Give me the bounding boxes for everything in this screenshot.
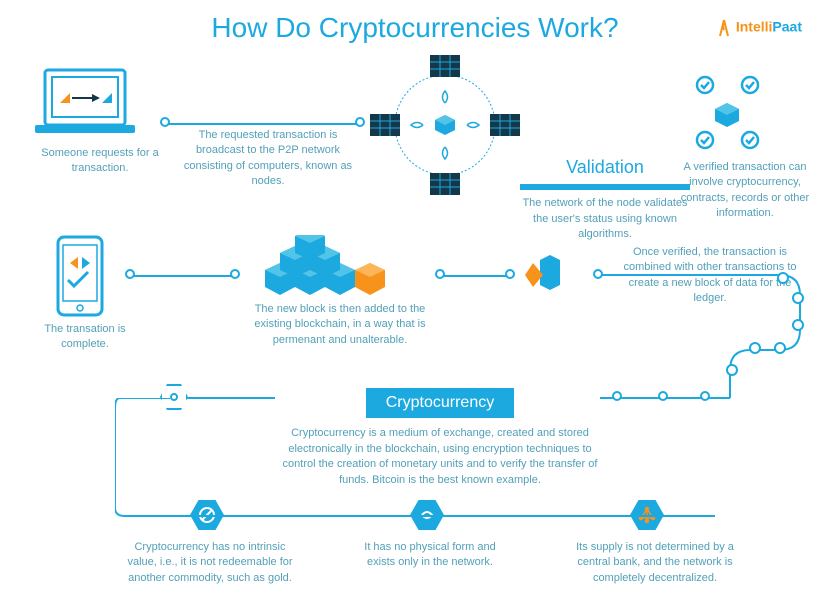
combine-icon [525, 255, 575, 295]
crypto-prop3: Its supply is not determined by a centra… [560, 540, 750, 586]
p2p-network-icon [370, 55, 520, 195]
step-complete-text: The transation is complete. [20, 322, 150, 353]
step-verified-text: A verified transaction can involve crypt… [670, 160, 820, 222]
connector-node [593, 269, 603, 279]
step-validation: Validation The network of the node valid… [520, 155, 690, 242]
brand-logo: IntelliPaat [716, 18, 802, 38]
connector [440, 275, 510, 277]
crypto-prop2: It has no physical form and exists only … [350, 540, 510, 571]
page-title: How Do Cryptocurrencies Work? [0, 0, 830, 44]
blockchain-icon [245, 235, 415, 305]
logo-part1: Intelli [736, 19, 773, 35]
logo-part2: Paat [772, 19, 802, 35]
step-added-text: The new block is then added to the exist… [235, 302, 445, 348]
connector [130, 275, 235, 277]
connector-node [435, 269, 445, 279]
step-request: Someone requests for a transaction. [30, 65, 170, 177]
step-broadcast: The requested transaction is broadcast t… [178, 128, 358, 190]
phone-icon [50, 235, 110, 320]
validation-title: Validation [520, 155, 690, 180]
verified-icon [670, 75, 780, 155]
connector-node [355, 117, 365, 127]
validation-text: The network of the node validates the us… [520, 196, 690, 242]
laptop-icon [30, 65, 140, 140]
connector [165, 123, 360, 125]
connector-node [160, 117, 170, 127]
connector-node [230, 269, 240, 279]
connector-node [125, 269, 135, 279]
bottom-path [115, 398, 735, 523]
crypto-prop1: Cryptocurrency has no intrinsic value, i… [120, 540, 300, 586]
connector-node [505, 269, 515, 279]
step-request-text: Someone requests for a transaction. [30, 146, 170, 177]
